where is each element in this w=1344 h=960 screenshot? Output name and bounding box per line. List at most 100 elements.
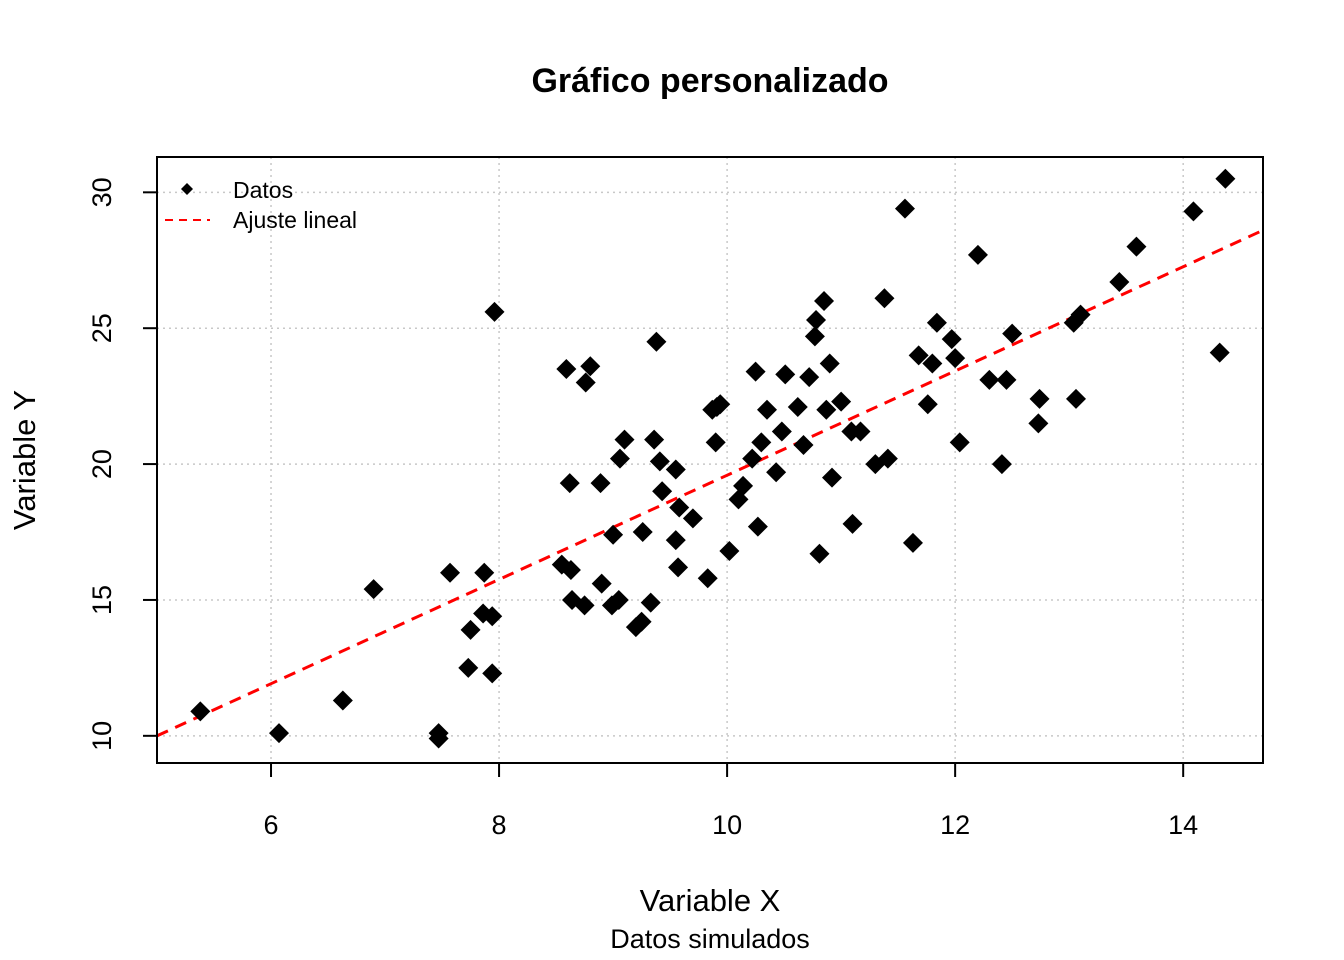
data-point	[609, 448, 630, 469]
data-point	[665, 459, 686, 480]
data-point	[949, 432, 970, 453]
x-tick-label: 14	[1168, 810, 1198, 840]
data-point	[941, 329, 962, 350]
data-point	[874, 288, 895, 309]
data-point	[363, 579, 384, 600]
data-point	[945, 348, 966, 369]
x-axis: 6 8 10 12 14	[264, 763, 1198, 840]
legend: Datos Ajuste lineal	[165, 177, 357, 233]
data-point	[806, 310, 827, 331]
data-points	[190, 168, 1236, 749]
data-point	[458, 657, 479, 678]
data-point	[751, 432, 772, 453]
data-point	[332, 690, 353, 711]
data-point	[590, 473, 611, 494]
data-point	[1070, 304, 1091, 325]
plot-border	[156, 156, 1264, 764]
data-point	[775, 364, 796, 385]
data-point	[428, 728, 449, 749]
data-point	[1109, 272, 1130, 293]
fit-line	[157, 228, 1263, 738]
data-point	[440, 562, 461, 583]
data-point	[1029, 388, 1050, 409]
data-point	[646, 331, 667, 352]
data-point	[665, 530, 686, 551]
data-point	[560, 560, 581, 581]
data-point	[640, 592, 661, 613]
data-point	[1002, 323, 1023, 344]
data-point	[574, 595, 595, 616]
chart-subtitle: Datos simulados	[610, 924, 810, 954]
data-point	[644, 429, 665, 450]
y-axis: 10 15 20 25 30	[87, 177, 157, 751]
data-point	[669, 497, 690, 518]
data-point	[649, 451, 670, 472]
x-tick-label: 12	[940, 810, 970, 840]
data-point	[1126, 236, 1147, 257]
data-point	[926, 312, 947, 333]
data-point	[652, 481, 673, 502]
data-point	[842, 513, 863, 534]
data-point	[460, 619, 481, 640]
data-point	[766, 462, 787, 483]
plot-area	[156, 156, 1264, 764]
data-point	[719, 541, 740, 562]
data-point	[269, 723, 290, 744]
data-point	[991, 454, 1012, 475]
data-point	[705, 432, 726, 453]
data-point	[190, 701, 211, 722]
data-point	[996, 369, 1017, 390]
data-point	[482, 663, 503, 684]
data-point	[1028, 413, 1049, 434]
data-point	[917, 394, 938, 415]
data-point	[979, 369, 1000, 390]
data-point	[710, 394, 731, 415]
data-point	[809, 543, 830, 564]
data-point	[787, 397, 808, 418]
data-point	[1215, 168, 1236, 189]
data-point	[559, 473, 580, 494]
data-point	[745, 361, 766, 382]
data-point	[591, 573, 612, 594]
data-point	[575, 372, 596, 393]
data-point	[894, 198, 915, 219]
data-point	[603, 524, 624, 545]
data-point	[747, 516, 768, 537]
y-tick-label: 25	[87, 313, 117, 343]
data-point	[580, 356, 601, 377]
data-point	[484, 301, 505, 322]
data-point	[608, 589, 629, 610]
legend-label-ajuste: Ajuste lineal	[233, 207, 357, 233]
data-point	[682, 508, 703, 529]
data-point	[967, 244, 988, 265]
data-point	[742, 448, 763, 469]
data-point	[793, 435, 814, 456]
y-tick-label: 30	[87, 177, 117, 207]
x-tick-label: 8	[492, 810, 507, 840]
data-point	[908, 345, 929, 366]
legend-label-datos: Datos	[233, 177, 293, 203]
data-point	[877, 448, 898, 469]
chart-title: Gráfico personalizado	[531, 62, 888, 100]
y-axis-title: Variable Y	[7, 390, 42, 530]
data-point	[631, 611, 652, 632]
x-axis-title: Variable X	[640, 883, 781, 918]
data-point	[816, 399, 837, 420]
data-point	[474, 562, 495, 583]
data-point	[668, 557, 689, 578]
data-point	[831, 391, 852, 412]
x-tick-label: 6	[264, 810, 279, 840]
data-point	[482, 606, 503, 627]
data-point	[1209, 342, 1230, 363]
data-point	[1066, 388, 1087, 409]
grid-lines	[157, 157, 1263, 763]
data-point	[556, 358, 577, 379]
data-point	[804, 326, 825, 347]
y-tick-label: 10	[87, 721, 117, 751]
y-tick-label: 20	[87, 449, 117, 479]
data-point	[850, 421, 871, 442]
data-point	[819, 353, 840, 374]
data-point	[822, 467, 843, 488]
data-point	[1183, 201, 1204, 222]
